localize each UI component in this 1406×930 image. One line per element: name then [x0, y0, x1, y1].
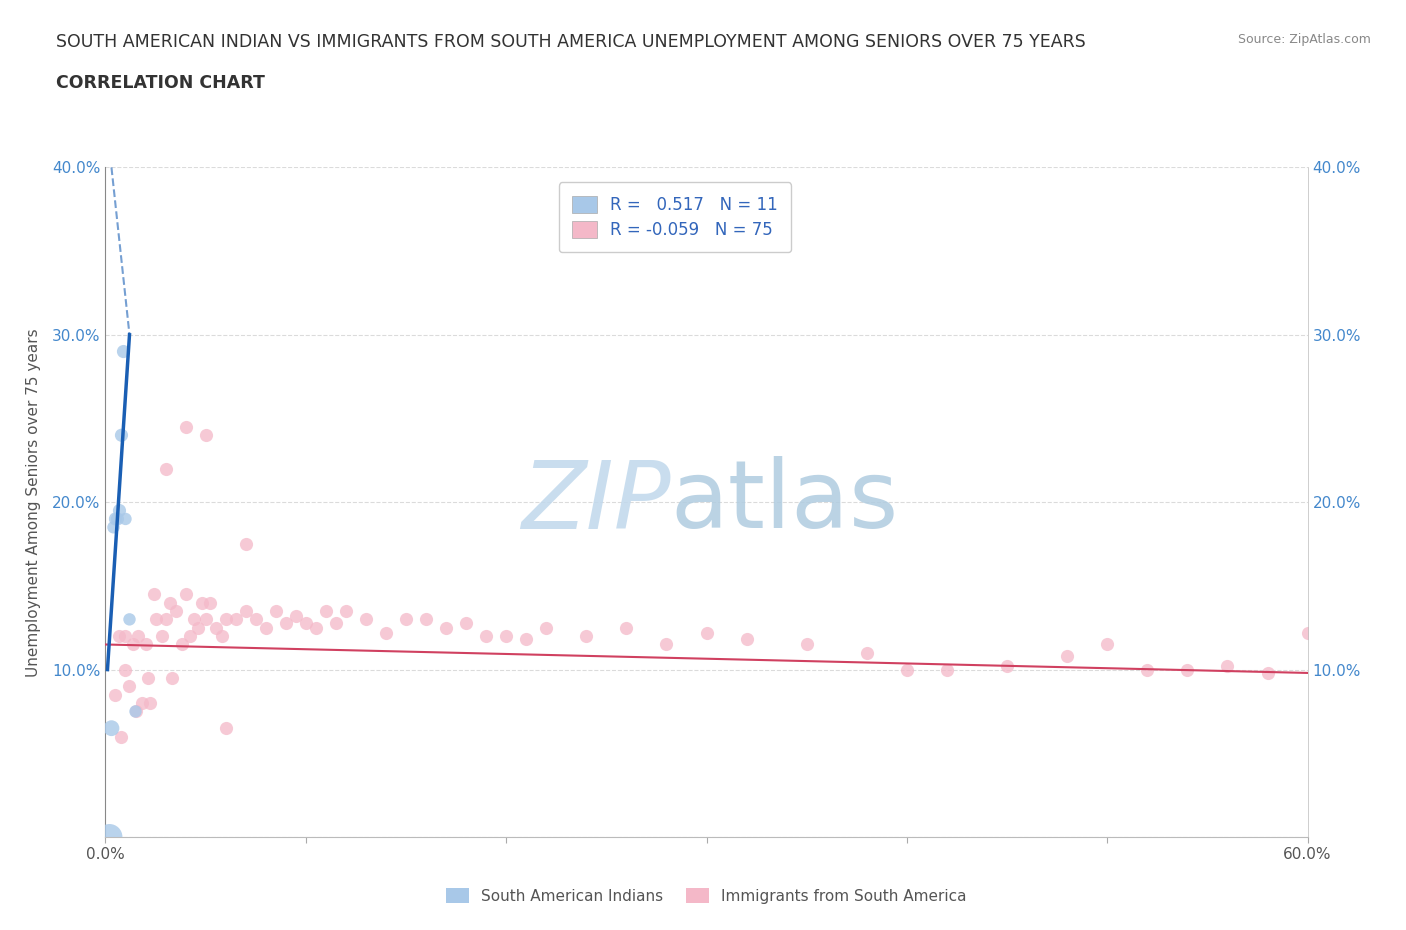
Legend: South American Indians, Immigrants from South America: South American Indians, Immigrants from … [440, 882, 973, 910]
Point [475, 629, 498, 644]
Point [274, 616, 297, 631]
Point [235, 604, 257, 618]
Point [103, 520, 125, 535]
Point [315, 604, 337, 618]
Point [136, 671, 159, 685]
Point [495, 629, 517, 644]
Point [194, 428, 217, 443]
Point [434, 620, 457, 635]
Point [110, 729, 132, 744]
Point [515, 632, 537, 647]
Point [295, 616, 318, 631]
Point [264, 604, 287, 618]
Point [100, 721, 122, 736]
Point [796, 637, 818, 652]
Point [235, 537, 257, 551]
Point [160, 671, 183, 685]
Point [155, 461, 177, 476]
Point [135, 637, 157, 652]
Point [150, 629, 173, 644]
Point [145, 612, 167, 627]
Point [655, 637, 678, 652]
Point [735, 632, 758, 647]
Point [1177, 662, 1199, 677]
Point [131, 696, 153, 711]
Point [174, 587, 197, 602]
Point [165, 604, 187, 618]
Point [104, 687, 127, 702]
Point [118, 612, 141, 627]
Point [112, 344, 135, 359]
Point [124, 704, 146, 719]
Point [194, 612, 217, 627]
Point [254, 620, 277, 635]
Point [454, 616, 477, 631]
Point [896, 662, 918, 677]
Point [110, 428, 132, 443]
Point [108, 503, 131, 518]
Text: CORRELATION CHART: CORRELATION CHART [56, 74, 266, 92]
Point [159, 595, 181, 610]
Point [118, 679, 141, 694]
Point [284, 608, 307, 623]
Point [245, 612, 267, 627]
Point [1296, 625, 1319, 640]
Point [142, 587, 165, 602]
Point [855, 645, 877, 660]
Point [170, 637, 193, 652]
Point [187, 620, 209, 635]
Point [211, 629, 233, 644]
Point [174, 419, 197, 434]
Point [325, 616, 347, 631]
Point [305, 620, 328, 635]
Point [395, 612, 418, 627]
Point [225, 612, 247, 627]
Point [214, 721, 236, 736]
Point [204, 620, 226, 635]
Point [616, 620, 638, 635]
Point [1097, 637, 1119, 652]
Point [374, 625, 398, 640]
Point [155, 612, 177, 627]
Point [1136, 662, 1159, 677]
Point [1257, 666, 1279, 681]
Point [179, 629, 201, 644]
Point [114, 512, 136, 526]
Text: Source: ZipAtlas.com: Source: ZipAtlas.com [1237, 33, 1371, 46]
Point [335, 604, 357, 618]
Point [534, 620, 557, 635]
Point [198, 595, 221, 610]
Point [354, 612, 377, 627]
Point [107, 512, 129, 526]
Point [104, 512, 127, 526]
Point [114, 629, 136, 644]
Point [190, 595, 212, 610]
Point [995, 658, 1018, 673]
Text: SOUTH AMERICAN INDIAN VS IMMIGRANTS FROM SOUTH AMERICA UNEMPLOYMENT AMONG SENIOR: SOUTH AMERICAN INDIAN VS IMMIGRANTS FROM… [56, 33, 1085, 50]
Point [183, 612, 205, 627]
Text: atlas: atlas [671, 457, 898, 548]
Point [575, 629, 598, 644]
Point [122, 637, 145, 652]
Point [124, 704, 146, 719]
Point [127, 629, 149, 644]
Point [98, 830, 121, 844]
Point [415, 612, 437, 627]
Point [108, 629, 131, 644]
Point [1056, 649, 1078, 664]
Point [936, 662, 959, 677]
Point [138, 696, 160, 711]
Point [696, 625, 718, 640]
Y-axis label: Unemployment Among Seniors over 75 years: Unemployment Among Seniors over 75 years [25, 328, 41, 676]
Point [114, 662, 136, 677]
Point [214, 612, 236, 627]
Text: ZIP: ZIP [520, 457, 671, 548]
Point [1216, 658, 1239, 673]
